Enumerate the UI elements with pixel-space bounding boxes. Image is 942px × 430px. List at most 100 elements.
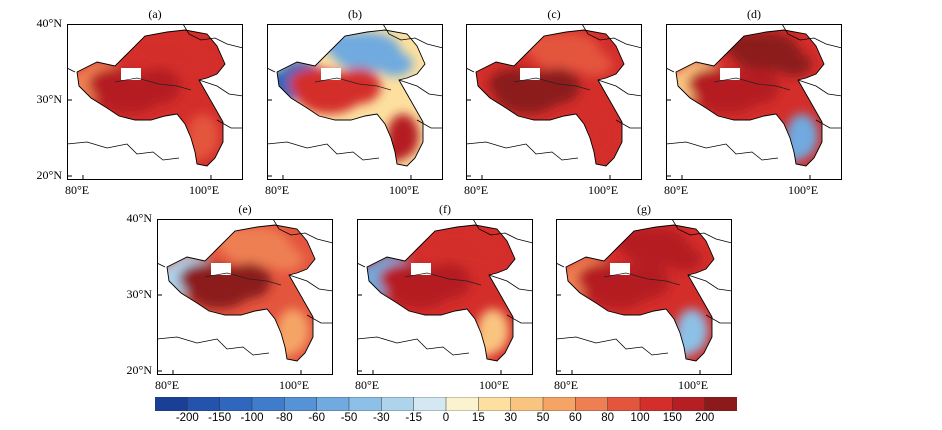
field-north (177, 52, 213, 76)
x-tick-label: 80°E (65, 183, 90, 197)
colorbar-swatch (316, 397, 350, 411)
country-border (198, 79, 243, 97)
country-border (581, 24, 642, 49)
country-border (272, 219, 333, 244)
field-core (736, 68, 780, 104)
x-tick-label: 80°E (155, 378, 180, 392)
field-core (337, 68, 381, 104)
field-north (415, 227, 459, 255)
data-gap (610, 263, 630, 275)
province-border (314, 77, 392, 91)
data-gap (321, 68, 341, 80)
country-border (416, 119, 443, 129)
colorbar-tick-label: -100 (240, 412, 264, 424)
x-tick-label: 100°E (279, 378, 310, 392)
y-tick-label: 30°N (126, 287, 152, 301)
colorbar-tick-label: 200 (695, 412, 715, 424)
x-tick-label: 80°E (355, 378, 380, 392)
colorbar-swatch (704, 397, 737, 411)
country-border (182, 24, 243, 49)
x-tick-label: 100°E (389, 183, 420, 197)
panel-title: (a) (148, 7, 162, 21)
panel-title: (e) (238, 202, 252, 216)
y-tick-label: 40°N (126, 211, 152, 225)
map-frame (67, 24, 243, 180)
colorbar-swatch (639, 397, 674, 411)
x-tick-label: 100°E (479, 378, 510, 392)
map-panel: (a) 80°E 100°E 40°N 30°N 20°N (37, 7, 243, 197)
field-north (524, 32, 568, 60)
colorbar-swatch (187, 397, 221, 411)
country-border (472, 219, 533, 244)
country-border (357, 336, 470, 356)
province-border (513, 77, 591, 91)
colorbar-swatch (413, 397, 447, 411)
field-north (125, 32, 169, 60)
data-gap (121, 68, 141, 80)
colorbar-tick-label: 80 (601, 412, 615, 424)
country-border (556, 262, 565, 268)
plateau-outline (276, 29, 426, 167)
plateau-outline (565, 224, 715, 362)
panel-title: (d) (747, 7, 761, 21)
field-north (576, 52, 612, 76)
field-core (536, 68, 580, 104)
plateau-outline (166, 224, 316, 362)
y-tick-label: 30°N (36, 92, 62, 106)
map-plot (267, 24, 443, 180)
field-north (614, 227, 658, 255)
colorbar-swatch (607, 397, 641, 411)
colorbar-tick-label: 30 (504, 412, 518, 424)
country-border (67, 67, 76, 73)
map-panel: (f) 80°E 100°E (355, 202, 533, 392)
country-border (666, 67, 675, 73)
country-border (797, 79, 842, 97)
panel-title: (c) (547, 7, 561, 21)
colorbar (155, 397, 737, 411)
colorbar-tick-label: 15 (471, 412, 485, 424)
country-border (216, 119, 243, 129)
country-border (382, 24, 443, 49)
map-panel: (e) 80°E 100°E 40°N 30°N 20°N (127, 202, 333, 392)
field-north (215, 227, 259, 255)
country-border (815, 119, 842, 129)
colorbar-swatch (251, 397, 286, 411)
field-southeast (383, 138, 407, 162)
country-border (288, 274, 333, 292)
colorbar-swatch (155, 397, 189, 411)
country-border (466, 141, 579, 161)
country-border (466, 67, 475, 73)
field-north (666, 247, 702, 271)
country-border (157, 262, 166, 268)
field-southeast (273, 333, 297, 357)
field-southeast (473, 333, 497, 357)
colorbar-tick-label: -60 (308, 412, 325, 424)
country-border (615, 119, 642, 129)
y-tick-label: 40°N (36, 16, 62, 30)
colorbar-tick-label: -80 (276, 412, 293, 424)
colorbar-tick-label: 0 (442, 412, 450, 424)
country-border (556, 336, 669, 356)
field-southeast (582, 138, 606, 162)
country-border (306, 314, 333, 324)
country-border (506, 314, 533, 324)
colorbar-tick-label: -200 (175, 412, 199, 424)
plateau-outline (475, 29, 625, 167)
data-gap (411, 263, 431, 275)
data-gap (520, 68, 540, 80)
map-plot (357, 219, 533, 375)
data-gap (211, 263, 231, 275)
country-border (398, 79, 443, 97)
x-tick-label: 100°E (189, 183, 220, 197)
x-tick-label: 80°E (265, 183, 290, 197)
y-tick-label: 20°N (126, 363, 152, 377)
colorbar-tick-label: -150 (208, 412, 232, 424)
colorbar-tick-label: 50 (536, 412, 550, 424)
country-border (781, 24, 842, 49)
panel-title: (b) (348, 7, 362, 21)
country-border (488, 274, 533, 292)
colorbar-tick-label: 60 (568, 412, 582, 424)
panel-title: (g) (637, 202, 651, 216)
panel-title: (f) (439, 202, 451, 216)
x-tick-label: 80°E (664, 183, 689, 197)
